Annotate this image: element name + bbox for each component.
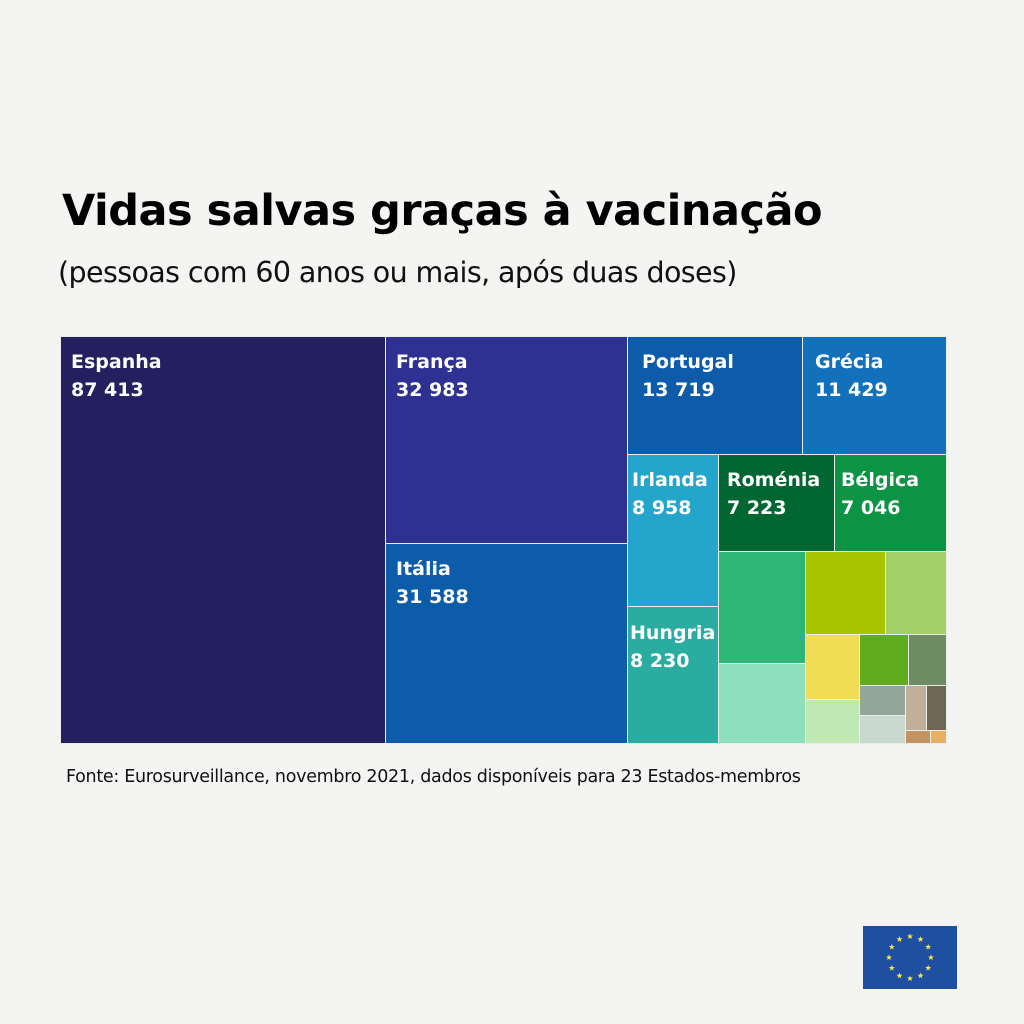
- tile-value: 31 588: [396, 586, 469, 608]
- tile-unlabeled: [805, 551, 886, 635]
- source-note: Fonte: Eurosurveillance, novembro 2021, …: [66, 767, 801, 787]
- star-icon: [906, 975, 914, 982]
- tile-value: 87 413: [71, 379, 144, 401]
- tile-label: Hungria: [630, 622, 716, 644]
- star-icon: [925, 964, 932, 971]
- tile-unlabeled: [805, 699, 860, 744]
- tile-unlabeled: [805, 634, 860, 700]
- tile-franca: França 32 983: [385, 336, 628, 544]
- star-icon: [917, 972, 924, 979]
- tile-label: Roménia: [727, 469, 821, 491]
- tile-portugal: Portugal 13 719: [627, 336, 803, 455]
- star-icon: [888, 964, 895, 971]
- star-icon: [906, 933, 914, 940]
- eu-flag-logo: [863, 926, 957, 989]
- chart-subtitle: (pessoas com 60 anos ou mais, após duas …: [58, 256, 737, 289]
- tile-label: Bélgica: [841, 469, 920, 491]
- tile-unlabeled: [930, 730, 947, 744]
- tile-belgica: Bélgica 7 046: [834, 454, 947, 552]
- star-icon: [888, 943, 895, 950]
- tile-label: Irlanda: [632, 469, 708, 491]
- star-icon: [917, 936, 924, 942]
- tile-unlabeled: [905, 730, 931, 744]
- tile-unlabeled: [905, 685, 927, 731]
- tile-value: 7 223: [727, 497, 787, 519]
- tile-unlabeled: [885, 551, 947, 635]
- chart-title: Vidas salvas graças à vacinação: [62, 186, 823, 236]
- tile-value: 8 230: [630, 650, 690, 672]
- tile-unlabeled: [908, 634, 947, 686]
- tile-value: 32 983: [396, 379, 469, 401]
- tile-italia: Itália 31 588: [385, 543, 628, 744]
- tile-unlabeled: [718, 551, 806, 664]
- tile-unlabeled: [718, 663, 806, 744]
- tile-unlabeled: [859, 634, 909, 686]
- tile-label: Grécia: [815, 351, 884, 373]
- tile-grecia: Grécia 11 429: [802, 336, 947, 455]
- tile-value: 7 046: [841, 497, 901, 519]
- tile-unlabeled: [926, 685, 947, 731]
- tile-irlanda: Irlanda 8 958: [627, 454, 719, 607]
- tile-label: Itália: [396, 558, 451, 580]
- star-icon: [896, 972, 903, 979]
- tile-unlabeled: [859, 685, 906, 716]
- tile-value: 11 429: [815, 379, 888, 401]
- treemap: Espanha 87 413 França 32 983 Itália 31 588 …: [60, 336, 947, 744]
- star-icon: [885, 954, 893, 961]
- tile-label: Espanha: [71, 351, 162, 373]
- tile-hungria: Hungria 8 230: [627, 606, 719, 744]
- tile-value: 8 958: [632, 497, 692, 519]
- tile-unlabeled: [859, 715, 906, 744]
- tile-romenia: Roménia 7 223: [718, 454, 835, 552]
- tile-espanha: Espanha 87 413: [60, 336, 386, 744]
- tile-value: 13 719: [642, 379, 715, 401]
- eu-stars-icon: [885, 933, 935, 982]
- star-icon: [896, 936, 903, 942]
- star-icon: [927, 954, 935, 961]
- star-icon: [925, 943, 932, 950]
- tile-label: França: [396, 351, 468, 373]
- tile-label: Portugal: [642, 351, 734, 373]
